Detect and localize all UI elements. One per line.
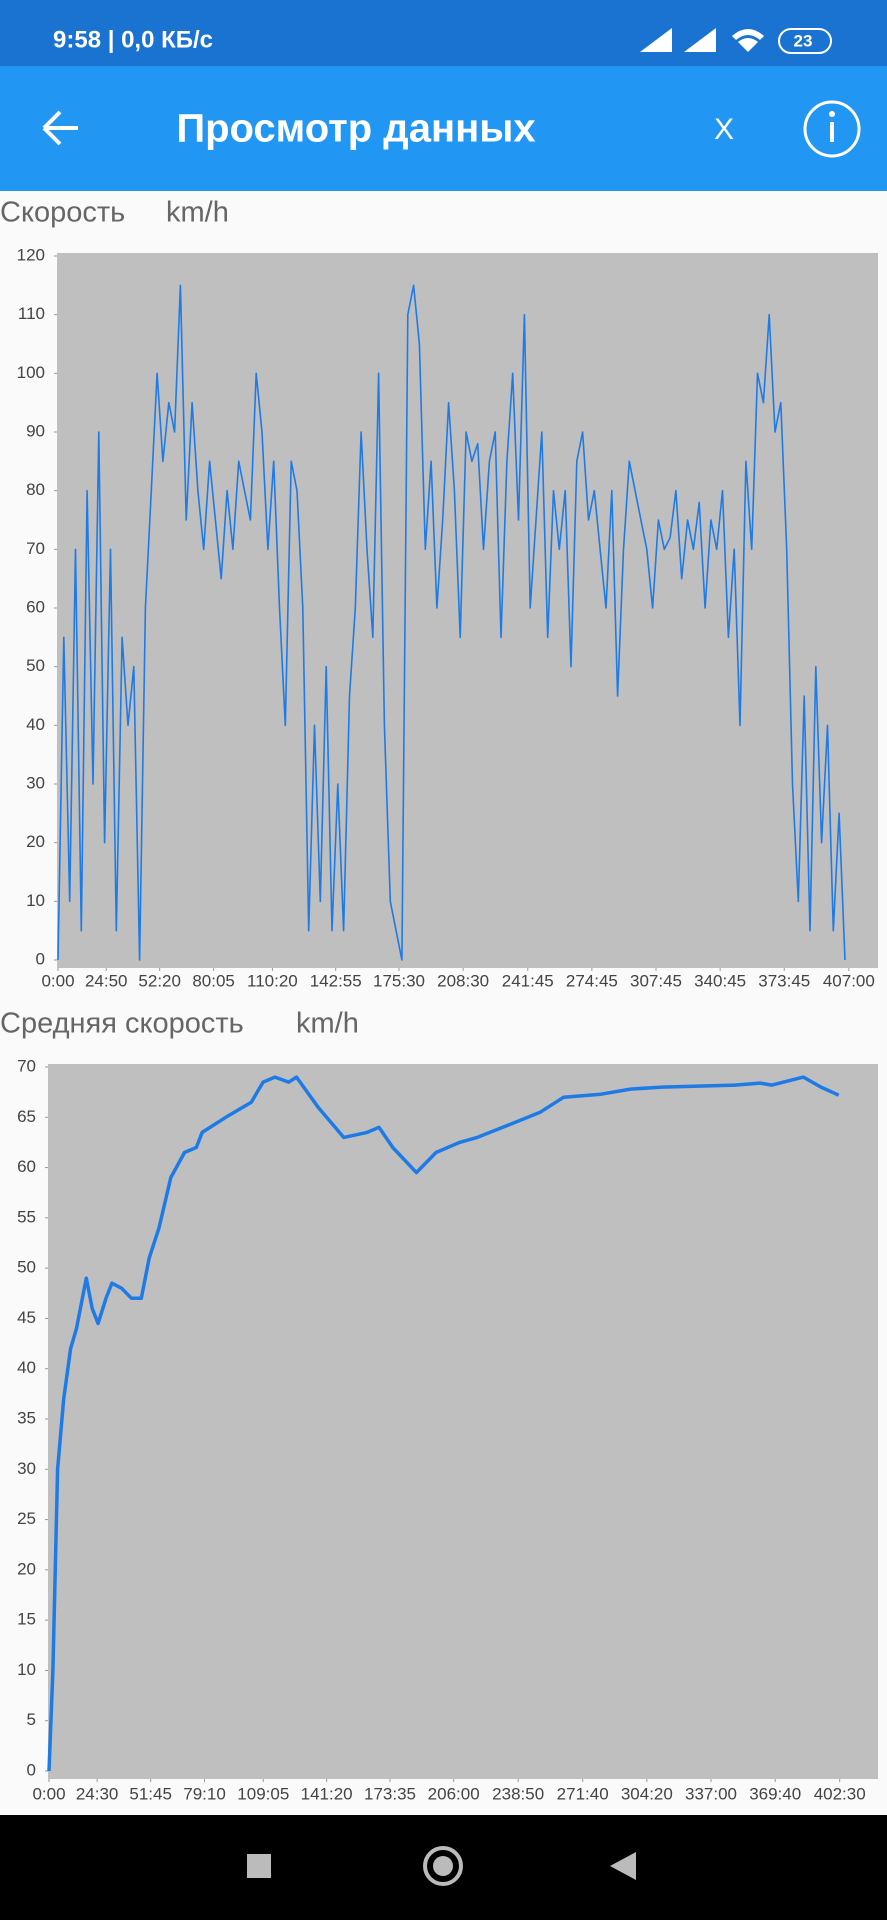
x-tick-label: 337:00	[685, 1784, 737, 1803]
y-tick-label: 10	[26, 891, 45, 910]
data-line	[47, 1075, 840, 1772]
y-tick-label: 60	[26, 597, 45, 616]
x-tick-label: 175:30	[373, 971, 425, 990]
x-tick-label: 109:05	[237, 1784, 289, 1803]
y-tick-label: 0	[36, 949, 45, 968]
x-tick-label: 141:20	[301, 1784, 353, 1803]
signal-icons	[640, 28, 764, 52]
x-tick-label: 304:20	[621, 1784, 673, 1803]
y-tick-label: 30	[17, 1459, 36, 1478]
y-tick-label: 40	[17, 1358, 36, 1377]
y-unit: km/h	[296, 1008, 359, 1040]
y-tick-label: 0	[27, 1760, 36, 1779]
chart-title: Скорость	[0, 197, 125, 229]
nav-recent[interactable]	[247, 1854, 271, 1878]
plot-area	[48, 1064, 878, 1779]
y-tick-label: 25	[17, 1509, 36, 1528]
nav-home[interactable]	[423, 1846, 463, 1886]
y-tick-label: 10	[17, 1660, 36, 1679]
title-strip	[0, 1003, 887, 1047]
y-tick-label: 50	[17, 1258, 36, 1277]
x-tick-label: 142:55	[310, 971, 362, 990]
title-strip	[0, 192, 887, 236]
y-tick-label: 65	[17, 1107, 36, 1126]
x-tick-label: 208:30	[437, 971, 489, 990]
app-title: Просмотр данных	[176, 107, 535, 151]
y-tick-label: 55	[17, 1207, 36, 1226]
y-tick-label: 100	[17, 363, 45, 382]
x-tick-label: 369:40	[749, 1784, 801, 1803]
y-tick-label: 30	[26, 773, 45, 792]
back-button[interactable]	[42, 110, 78, 146]
battery	[778, 28, 832, 54]
x-tick-label: 173:35	[364, 1784, 416, 1803]
x-tick-label: 407:00	[823, 971, 875, 990]
y-tick-label: 20	[17, 1559, 36, 1578]
y-tick-label: 60	[17, 1157, 36, 1176]
x-tick-label: 0:00	[41, 971, 74, 990]
y-tick-label: 35	[17, 1408, 36, 1427]
y-tick-label: 15	[17, 1610, 36, 1629]
x-tick-label: 340:45	[694, 971, 746, 990]
y-tick-label: 90	[26, 421, 45, 440]
y-tick-label: 110	[18, 304, 45, 323]
x-tick-label: 206:00	[428, 1784, 480, 1803]
y-tick-label: 20	[26, 832, 45, 851]
x-tick-label: 307:45	[630, 971, 682, 990]
data-line	[57, 284, 846, 961]
nav-home-dot	[433, 1856, 453, 1876]
x-tick-label: 402:30	[814, 1784, 866, 1803]
x-tick-label: 0:00	[32, 1784, 65, 1803]
nav-back[interactable]	[610, 1852, 636, 1880]
x-tick-label: 24:30	[76, 1784, 119, 1803]
x-tick-label: 80:05	[192, 971, 235, 990]
x-tick-label: 110:20	[247, 971, 298, 990]
y-tick-label: 80	[26, 480, 45, 499]
x-tick-label: 79:10	[183, 1784, 226, 1803]
app-bar	[0, 66, 887, 191]
plot-area	[57, 253, 878, 968]
status-time: 9:58 | 0,0 КБ/с	[53, 26, 213, 53]
y-unit: km/h	[166, 197, 229, 229]
y-tick-label: 120	[17, 245, 45, 264]
x-tick-label: 241:45	[502, 971, 554, 990]
y-tick-label: 70	[17, 1056, 36, 1075]
y-tick-label: 50	[26, 656, 45, 675]
x-tick-label: 238:50	[492, 1784, 544, 1803]
x-tick-label: 51:45	[129, 1784, 172, 1803]
y-tick-label: 45	[17, 1308, 36, 1327]
x-tick-label: 274:45	[566, 971, 618, 990]
x-tick-label: 271:40	[557, 1784, 609, 1803]
battery-level: 23	[794, 31, 813, 50]
x-tick-label: 373:45	[758, 971, 810, 990]
close-button[interactable]: X	[714, 113, 734, 146]
chart-title: Средняя скорость	[0, 1008, 244, 1040]
y-tick-label: 5	[27, 1710, 36, 1729]
x-tick-label: 52:20	[138, 971, 181, 990]
info-button[interactable]	[803, 100, 861, 158]
x-tick-label: 24:50	[85, 971, 128, 990]
y-tick-label: 70	[26, 539, 45, 558]
y-tick-label: 40	[26, 715, 45, 734]
